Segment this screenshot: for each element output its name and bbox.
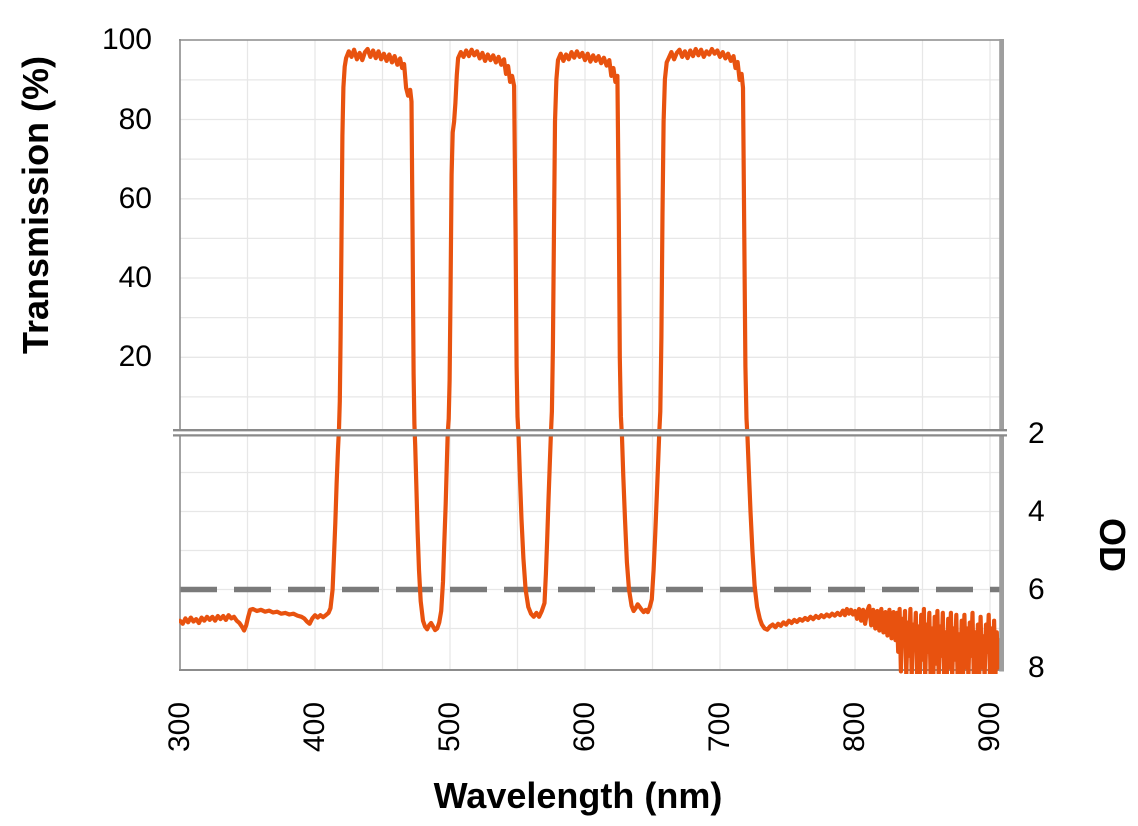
y-left-tick-label: 40 [118,261,152,294]
x-tick-label: 300 [163,701,196,753]
axis-break-gap [173,429,1007,437]
x-tick-label: 900 [973,701,1006,753]
x-tick-label: 600 [568,701,601,753]
y-right-tick-label: 6 [1028,572,1045,606]
y-left-tick-label: 80 [118,102,152,136]
plot-border-right [999,39,1004,672]
x-tick-label: 800 [838,701,871,753]
filter-transmission-curve [179,46,1001,674]
x-tick-label: 500 [433,701,466,753]
y-right-tick-label: 4 [1028,494,1045,528]
right-axis-title: OD [1092,518,1133,572]
y-right-tick-label: 8 [1028,650,1045,684]
y-right-tick-label: 2 [1028,416,1045,450]
y-left-tick-label: 20 [118,340,152,374]
y-left-tick-label: 100 [101,23,152,57]
x-axis-title: Wavelength (nm) [433,775,723,816]
y-left-tick-label: 60 [118,181,152,215]
x-tick-label: 400 [298,701,331,753]
x-tick-label: 700 [703,701,736,753]
